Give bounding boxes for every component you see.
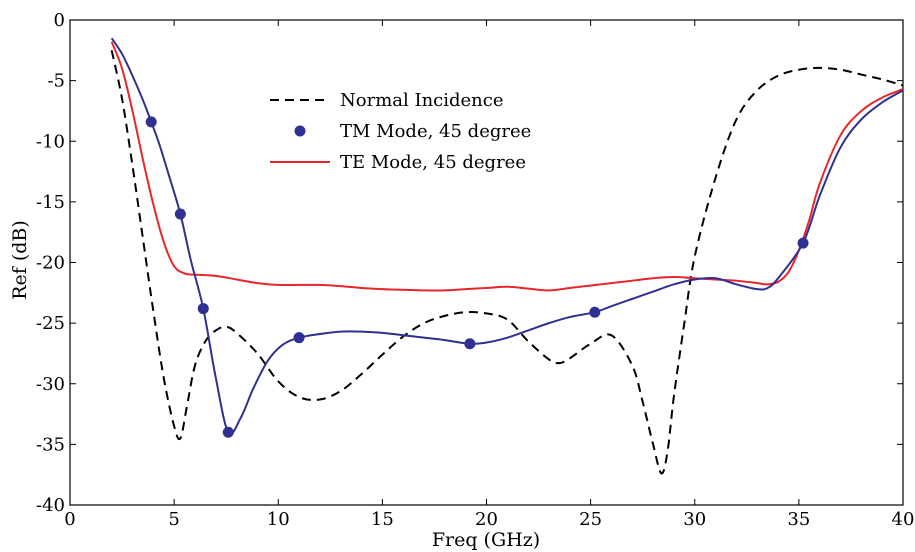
series-layer xyxy=(110,37,903,475)
series-marker-tm-mode-45-degree xyxy=(174,208,186,220)
y-tick-label: -10 xyxy=(36,131,65,152)
ticks-layer: 0 5 10 15 20 25 30 35 40 0 -5 -10 -15 -20 -25 -30 -35 -40 xyxy=(36,10,914,530)
y-tick-label: -30 xyxy=(36,374,65,395)
series-marker-tm-mode-45-degree xyxy=(222,426,234,438)
x-axis-title: Freq (GHz) xyxy=(432,529,540,551)
x-tick-label: 0 xyxy=(64,509,75,530)
y-tick-label: -20 xyxy=(36,253,65,274)
series-marker-tm-mode-45-degree xyxy=(589,306,601,318)
series-marker-tm-mode-45-degree xyxy=(293,332,305,344)
series-marker-tm-mode-45-degree xyxy=(797,237,809,249)
x-tick-label: 25 xyxy=(579,509,602,530)
y-tick-label: -15 xyxy=(36,192,65,213)
y-axis-title: Ref (dB) xyxy=(9,220,31,300)
x-tick-label: 5 xyxy=(168,509,179,530)
y-tick-label: 0 xyxy=(54,10,65,31)
legend-swatch-tm-mode-45-degree xyxy=(294,125,306,137)
y-tick-label: -25 xyxy=(36,313,65,334)
x-tick-label: 40 xyxy=(892,509,915,530)
y-tick-label: -5 xyxy=(47,71,65,92)
series-line-normal-incidence xyxy=(110,50,903,475)
x-tick-label: 15 xyxy=(371,509,394,530)
legend-label-te-mode-45-degree: TE Mode, 45 degree xyxy=(340,152,526,173)
series-marker-tm-mode-45-degree xyxy=(145,116,157,128)
y-tick-label: -40 xyxy=(36,495,65,516)
legend-label-normal-incidence: Normal Incidence xyxy=(340,90,504,111)
x-tick-label: 30 xyxy=(683,509,706,530)
x-tick-label: 35 xyxy=(787,509,810,530)
y-tick-label: -35 xyxy=(36,434,65,455)
series-marker-tm-mode-45-degree xyxy=(197,303,209,315)
series-marker-tm-mode-45-degree xyxy=(464,338,476,350)
series-line-te-mode-45-degree xyxy=(110,41,903,292)
x-tick-label: 10 xyxy=(267,509,290,530)
x-tick-label: 20 xyxy=(475,509,498,530)
legend-label-tm-mode-45-degree: TM Mode, 45 degree xyxy=(340,121,531,142)
series-line-tm-mode-45-degree xyxy=(110,37,903,435)
legend: Normal Incidence TM Mode, 45 degree TE Mod… xyxy=(270,90,531,173)
